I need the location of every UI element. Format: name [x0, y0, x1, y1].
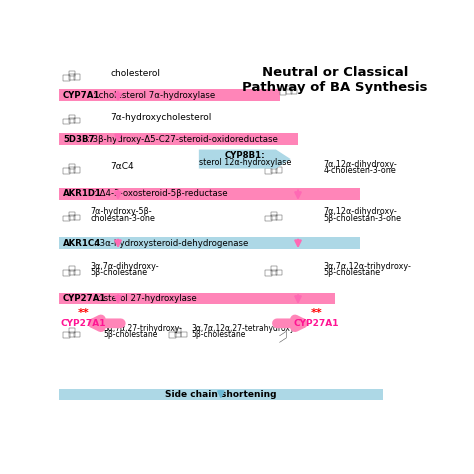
Bar — [59, 237, 360, 249]
Text: 3α,7α,27-trihydroxy-: 3α,7α,27-trihydroxy- — [103, 324, 182, 333]
Text: cholestan-3-one: cholestan-3-one — [91, 214, 155, 223]
Text: 5β-cholestane: 5β-cholestane — [103, 330, 158, 339]
Bar — [271, 270, 277, 275]
Bar — [69, 167, 75, 173]
Bar — [69, 164, 75, 169]
Bar — [59, 90, 280, 101]
Bar — [63, 119, 70, 124]
Bar — [63, 168, 70, 173]
Text: AKR1C4: AKR1C4 — [63, 238, 101, 247]
Bar — [74, 74, 80, 80]
Bar — [271, 167, 277, 173]
Text: 7α,12α-dihydroxy-: 7α,12α-dihydroxy- — [324, 208, 398, 217]
Text: : Δ4-3-oxosteroid-5β-reductase: : Δ4-3-oxosteroid-5β-reductase — [94, 189, 228, 198]
Text: : 3β-hydroxy-Δ5-C27-steroid-oxidoreductase: : 3β-hydroxy-Δ5-C27-steroid-oxidoreducta… — [87, 135, 278, 144]
Bar — [74, 215, 80, 220]
Text: cholesterol: cholesterol — [110, 69, 161, 78]
Bar — [276, 215, 282, 220]
Text: : cholesterol 7α-hydroxylase: : cholesterol 7α-hydroxylase — [93, 91, 215, 100]
Bar — [59, 133, 298, 145]
Text: AKR1D1: AKR1D1 — [63, 189, 102, 198]
Bar — [265, 168, 272, 173]
Text: 7α-hydroxy-5β-: 7α-hydroxy-5β- — [91, 208, 152, 217]
Text: CYP27A1: CYP27A1 — [60, 319, 106, 328]
Bar — [74, 167, 80, 173]
Bar — [69, 266, 75, 271]
Bar — [59, 389, 383, 401]
Bar — [63, 75, 70, 81]
Bar — [175, 332, 182, 337]
Bar — [69, 118, 75, 123]
Text: 3α,7α,12α-trihydroxy-: 3α,7α,12α-trihydroxy- — [324, 262, 411, 271]
Bar — [286, 89, 292, 94]
Text: Pathway of BA Synthesis: Pathway of BA Synthesis — [242, 81, 428, 93]
Bar — [169, 332, 176, 338]
Text: **: ** — [77, 308, 89, 318]
Text: **: ** — [310, 308, 322, 318]
Bar — [286, 86, 292, 91]
Text: 5β-cholestan-3-one: 5β-cholestan-3-one — [324, 214, 402, 223]
Bar — [69, 215, 75, 220]
Bar — [265, 216, 272, 221]
Text: CYP27A1: CYP27A1 — [63, 294, 106, 303]
Bar — [265, 270, 272, 276]
Text: : sterol 27-hydroxylase: : sterol 27-hydroxylase — [98, 294, 197, 303]
Bar — [69, 115, 75, 119]
Text: 3α,7α-dihydroxy-: 3α,7α-dihydroxy- — [91, 262, 159, 271]
Bar — [69, 74, 75, 80]
Text: CYP8B1:: CYP8B1: — [225, 151, 265, 160]
Text: CYP27A1: CYP27A1 — [294, 319, 339, 328]
Bar — [276, 270, 282, 275]
Text: Neutral or Classical: Neutral or Classical — [262, 66, 408, 79]
Text: 5β-cholestane: 5β-cholestane — [91, 268, 147, 277]
Bar — [69, 71, 75, 76]
Bar — [74, 118, 80, 123]
Bar — [69, 212, 75, 216]
FancyArrow shape — [199, 150, 291, 169]
Text: 5β-cholestane: 5β-cholestane — [324, 268, 381, 277]
Text: : 3α-hydroxysteroid-dehydrogenase: : 3α-hydroxysteroid-dehydrogenase — [94, 238, 248, 247]
Bar — [74, 332, 80, 337]
Bar — [69, 328, 75, 333]
Bar — [291, 89, 297, 94]
Text: CYP7A1: CYP7A1 — [63, 91, 100, 100]
Bar — [276, 167, 282, 173]
Bar — [175, 328, 182, 333]
Text: sterol 12α-hydroxylase: sterol 12α-hydroxylase — [199, 158, 291, 167]
Bar — [271, 212, 277, 216]
Bar — [271, 266, 277, 271]
Text: 5D3B7: 5D3B7 — [63, 135, 94, 144]
Bar — [59, 292, 335, 304]
Text: 4-cholesten-3-one: 4-cholesten-3-one — [324, 166, 396, 175]
Bar — [74, 270, 80, 275]
Text: 7α-hydroxycholesterol: 7α-hydroxycholesterol — [110, 113, 212, 122]
Bar — [280, 90, 286, 95]
Text: 7α,12α-dihydroxy-: 7α,12α-dihydroxy- — [324, 160, 398, 169]
Bar — [69, 270, 75, 275]
Bar — [63, 270, 70, 276]
Bar — [69, 332, 75, 337]
Bar — [63, 332, 70, 338]
Text: Side chain shortening: Side chain shortening — [165, 390, 277, 399]
Bar — [271, 164, 277, 169]
Bar — [59, 188, 360, 200]
Bar — [271, 215, 277, 220]
Bar — [63, 216, 70, 221]
Text: 7αC4: 7αC4 — [110, 162, 134, 171]
Text: 3α,7α,12α,27-tetrahydroxy-: 3α,7α,12α,27-tetrahydroxy- — [191, 324, 298, 333]
Bar — [181, 332, 187, 337]
Text: 5β-cholestane: 5β-cholestane — [191, 330, 246, 339]
